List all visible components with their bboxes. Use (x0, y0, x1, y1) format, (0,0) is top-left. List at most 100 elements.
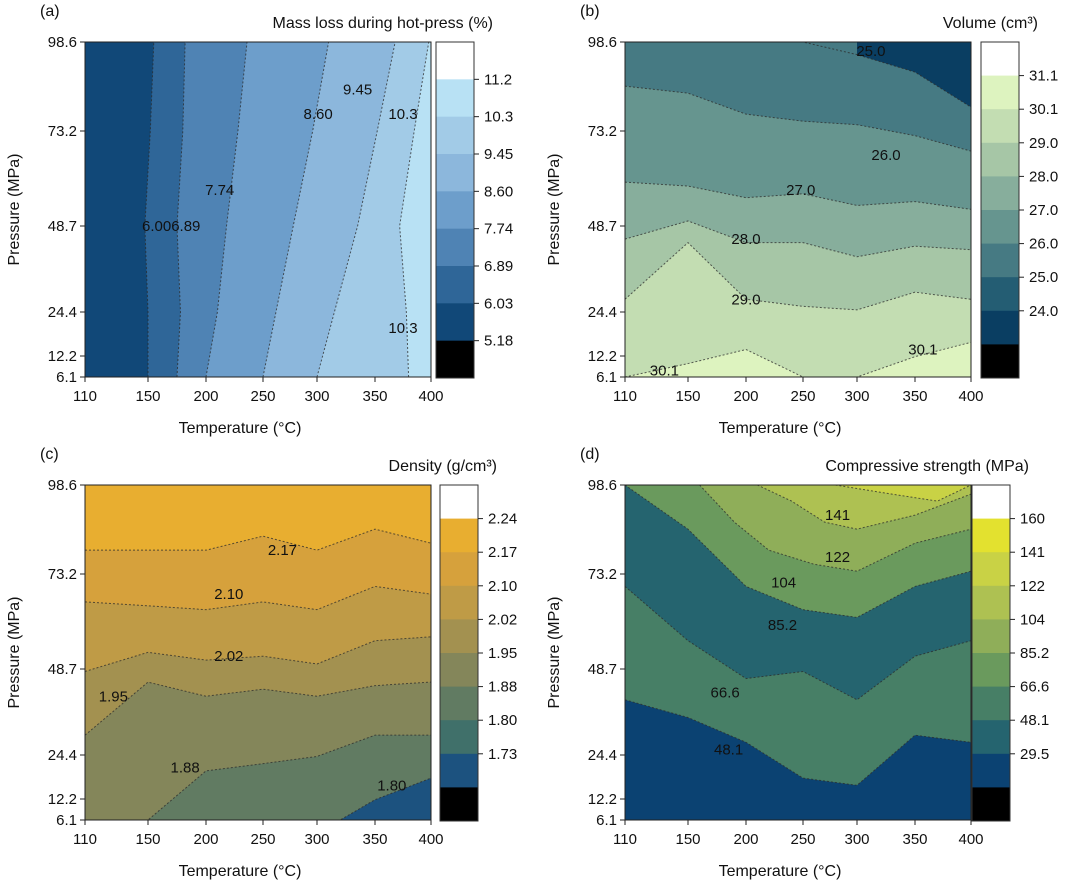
x-tick-label: 150 (675, 831, 700, 848)
contour-label: 30.1 (650, 362, 679, 379)
colorbar-segment (981, 344, 1019, 379)
contour-label: 104 (771, 575, 796, 592)
y-tick-label: 98.6 (48, 34, 77, 51)
colorbar-tick-label: 122 (1020, 578, 1045, 595)
contour-label: 6.006.89 (142, 218, 200, 235)
contour-line (757, 485, 971, 530)
x-tick-label: 400 (418, 388, 443, 405)
y-tick-label: 6.1 (56, 369, 77, 386)
contour-line (625, 42, 971, 108)
colorbar-tick-label: 6.89 (484, 258, 513, 275)
contour-label: 48.1 (714, 741, 743, 758)
colorbar-tick-label: 5.18 (484, 333, 513, 350)
x-tick-label: 150 (675, 388, 700, 405)
x-tick-label: 350 (902, 831, 927, 848)
colorbar-segment (981, 176, 1019, 211)
plot-area: 6.006.89 7.74 8.60 9.45 10.3 10.3 (85, 42, 431, 377)
panel-label: (d) (580, 446, 600, 463)
contour-line (317, 777, 431, 820)
band-fill (625, 699, 971, 820)
x-tick-label: 200 (733, 388, 758, 405)
x-tick-label: 110 (73, 831, 97, 848)
contour-label: 10.3 (388, 320, 417, 337)
colorbar-segment (440, 686, 478, 721)
colorbar-tick-label: 2.10 (488, 578, 517, 595)
contour-line (625, 485, 971, 618)
contour-label: 2.17 (268, 542, 297, 559)
contour-label: 122 (825, 549, 850, 566)
colorbar-tick-label: 25.0 (1029, 269, 1058, 286)
colorbar-segment (972, 518, 1010, 553)
y-tick-label: 24.4 (588, 747, 617, 764)
colorbar-segment (436, 191, 474, 230)
band-fill (317, 778, 431, 820)
colorbar-segment (436, 116, 474, 155)
colorbar-tick-label: 27.0 (1029, 202, 1058, 219)
contour-line (85, 528, 431, 551)
contour-label: 1.88 (171, 759, 200, 776)
x-tick-label: 250 (790, 831, 815, 848)
band-fill (625, 242, 971, 377)
contour-label: 28.0 (731, 231, 760, 248)
y-tick-label: 73.2 (48, 123, 77, 140)
colorbar-tick-label: 85.2 (1020, 645, 1049, 662)
y-tick-label: 48.7 (48, 661, 77, 678)
contour-line (625, 220, 971, 258)
colorbar-tick-label: 9.45 (484, 146, 513, 163)
colorbar-frame (435, 41, 475, 379)
y-tick-label: 12.2 (48, 791, 77, 808)
contour-line (625, 241, 971, 311)
colorbar-segment (981, 75, 1019, 110)
y-tick-label: 6.1 (596, 812, 617, 829)
colorbar-segment (440, 753, 478, 788)
x-tick-label: 150 (135, 831, 160, 848)
contour-label: 29.0 (731, 291, 760, 308)
y-tick-label: 24.4 (48, 747, 77, 764)
colorbar-segment (440, 518, 478, 553)
plot-area: 141 122 104 85.2 66.6 48.1 (625, 485, 971, 820)
x-axis-label: Temperature (°C) (719, 420, 842, 437)
colorbar-tick-label: 1.95 (488, 645, 517, 662)
colorbar-segment (972, 686, 1010, 721)
colorbar-tick-label: 26.0 (1029, 236, 1058, 253)
colorbar-tick-label: 29.0 (1029, 135, 1058, 152)
panel-b: (b) Volume (cm³) 25.0 26.0 27.0 28.0 29.0 30.1 3… (546, 3, 1058, 437)
x-axis-label: Temperature (°C) (719, 863, 842, 880)
colorbar-tick-label: 1.88 (488, 679, 517, 696)
contour-label: 25.0 (856, 43, 885, 60)
colorbar-tick-label: 48.1 (1020, 712, 1049, 729)
colorbar-segment (436, 154, 474, 192)
colorbar-segment (440, 485, 478, 520)
x-tick-label: 250 (250, 831, 275, 848)
plot-frame (84, 41, 432, 378)
x-tick-label: 200 (733, 831, 758, 848)
x-tick-label: 300 (844, 388, 869, 405)
colorbar-tick-label: 2.02 (488, 611, 517, 628)
colorbar-segment (436, 303, 474, 342)
contour-line (176, 42, 186, 377)
colorbar-segment (981, 109, 1019, 144)
colorbar-segment (972, 720, 1010, 755)
y-tick-label: 48.7 (48, 218, 77, 235)
colorbar-tick-label: 1.80 (488, 712, 517, 729)
band-fill (625, 586, 971, 786)
chart-title: Density (g/cm³) (389, 458, 497, 475)
x-tick-label: 250 (250, 388, 275, 405)
colorbar-segment (436, 228, 474, 267)
colorbar-tick-label: 10.3 (484, 109, 513, 126)
x-tick-label: 300 (304, 831, 329, 848)
y-tick-label: 73.2 (588, 123, 617, 140)
contour-line (262, 42, 330, 377)
y-tick-label: 12.2 (588, 348, 617, 365)
colorbar-segment (440, 787, 478, 822)
band-fill (399, 42, 431, 377)
contour-label: 1.80 (377, 777, 406, 794)
contour-label: 8.60 (304, 106, 333, 123)
y-tick-label: 48.7 (588, 218, 617, 235)
colorbar-tick-label: 28.0 (1029, 168, 1058, 185)
contour-label: 30.1 (908, 342, 937, 359)
y-tick-label: 6.1 (596, 369, 617, 386)
band-fill (85, 735, 431, 820)
y-tick-label: 12.2 (48, 348, 77, 365)
